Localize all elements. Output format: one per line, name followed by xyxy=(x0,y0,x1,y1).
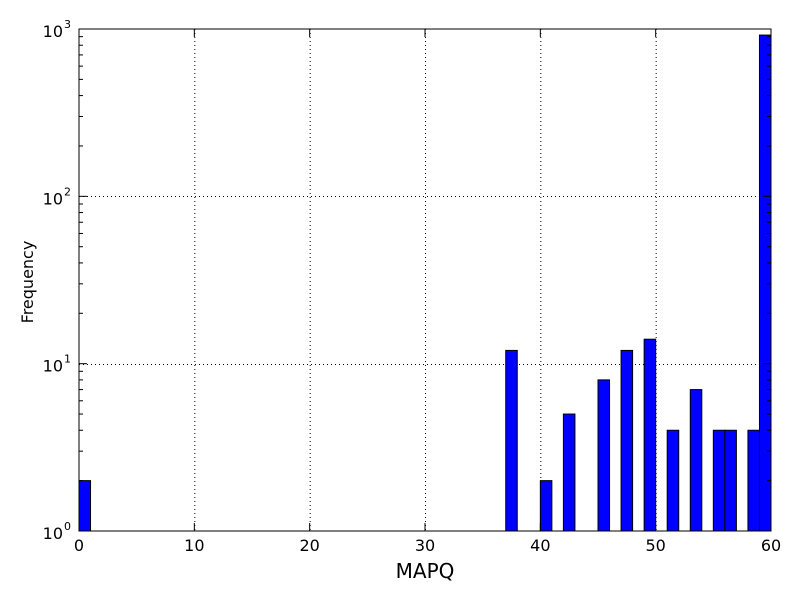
y-tick-label-base: 10 xyxy=(43,22,63,41)
y-tick-label-exponent: 0 xyxy=(64,520,71,533)
histogram-bar xyxy=(758,34,772,532)
y-tick-label: 10 0 xyxy=(43,520,71,543)
histogram-bar xyxy=(539,480,553,532)
y-axis-title: Frequency xyxy=(18,241,37,324)
y-tick-label-exponent: 1 xyxy=(64,353,71,366)
histogram-bar xyxy=(689,389,703,532)
x-tick-label: 50 xyxy=(645,536,665,555)
histogram-bar xyxy=(712,429,726,532)
y-tick-label-base: 10 xyxy=(43,357,63,376)
axis-ticks xyxy=(78,28,772,532)
histogram-bar xyxy=(724,429,737,532)
y-tick-label-base: 10 xyxy=(43,189,63,208)
histogram-bar xyxy=(643,338,657,532)
x-tick-label: 30 xyxy=(415,536,435,555)
y-tick-label-exponent: 2 xyxy=(64,185,71,198)
histogram-bar xyxy=(747,429,760,532)
x-tick-label: 20 xyxy=(299,536,319,555)
y-tick-label-base: 10 xyxy=(43,524,63,543)
histogram-bar xyxy=(620,349,634,532)
histogram-bars xyxy=(78,34,772,532)
histogram-bar xyxy=(597,379,611,532)
y-tick-label-exponent: 3 xyxy=(64,18,71,31)
x-tick-label: 0 xyxy=(74,536,84,555)
x-tick-label: 60 xyxy=(761,536,781,555)
histogram-bar xyxy=(562,413,576,532)
y-tick-label: 10 3 xyxy=(43,18,71,41)
y-tick-label: 10 1 xyxy=(43,353,71,376)
x-tick-label: 40 xyxy=(530,536,550,555)
histogram-bar xyxy=(78,480,92,532)
x-axis-title: MAPQ xyxy=(396,559,455,583)
x-tick-labels: 0 10 20 30 40 50 60 xyxy=(74,536,781,555)
y-tick-label: 10 2 xyxy=(43,185,71,208)
histogram-bar xyxy=(666,429,680,532)
x-tick-label: 10 xyxy=(184,536,204,555)
histogram-bar xyxy=(505,349,518,532)
